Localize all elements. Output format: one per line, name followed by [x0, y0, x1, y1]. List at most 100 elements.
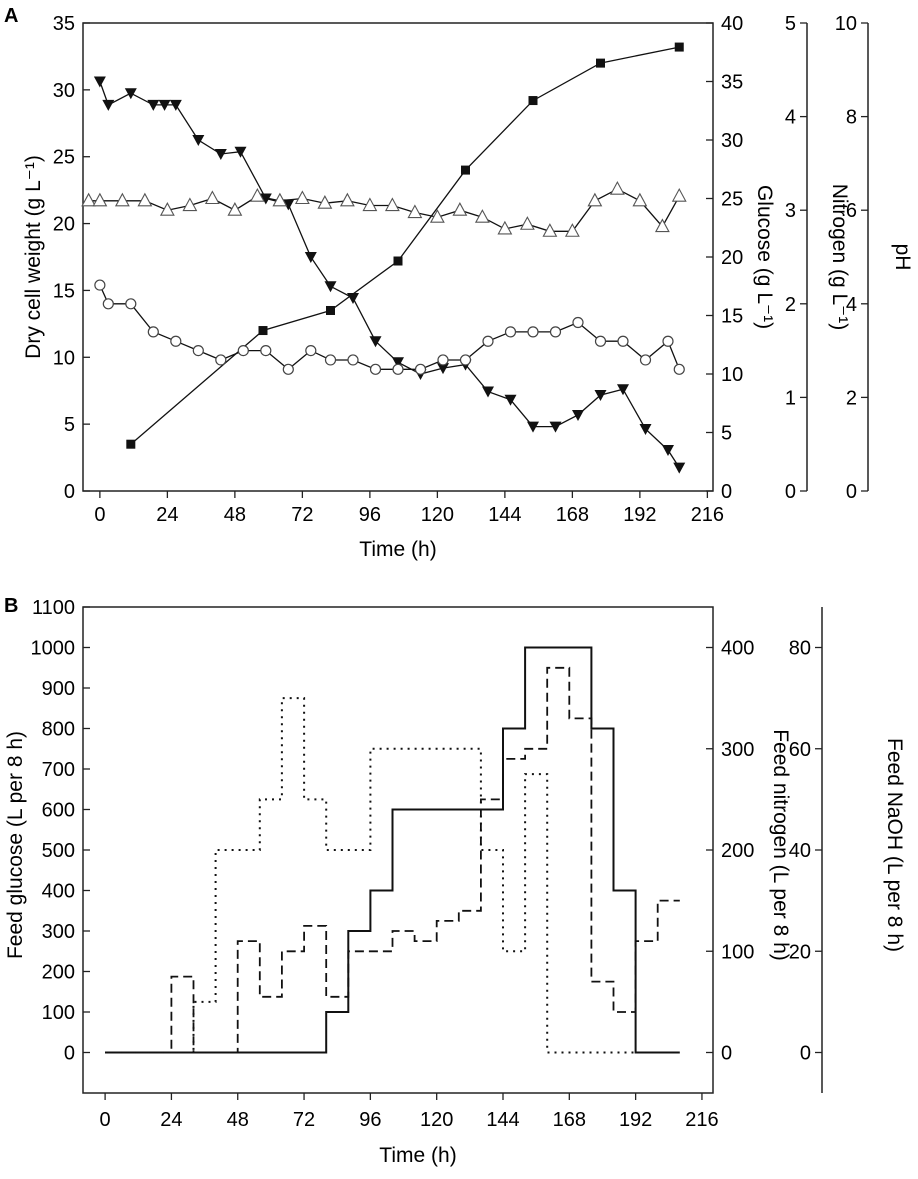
point-ph [137, 192, 153, 207]
x-tick-label: 168 [556, 504, 589, 526]
point-nitrogen [170, 335, 182, 347]
point-nitrogen [639, 354, 652, 366]
point-ph [294, 190, 310, 205]
point-ph [632, 192, 648, 207]
point-nitrogen [662, 335, 674, 347]
panel-b-y-axis-title-naoh: Feed NaOH (L per 8 h) [883, 738, 906, 952]
point-ph [339, 192, 355, 207]
y-tick-label-ph: 2 [846, 387, 857, 409]
point-nitrogen [192, 345, 204, 357]
point-ph [227, 202, 243, 216]
point-dry-cell-weight [596, 58, 605, 68]
point-nitrogen [260, 345, 272, 357]
point-ph [249, 188, 265, 202]
panel-b-y-axis-title-nitrogen: Feed nitrogen (L per 8 h) [769, 729, 792, 961]
x-tick-label: 48 [224, 504, 246, 526]
series-line-ph [88, 188, 680, 232]
point-nitrogen [347, 354, 359, 366]
y-tick-label-fglc: 100 [42, 1002, 75, 1024]
point-glucose [169, 99, 182, 111]
point-nitrogen [549, 326, 562, 338]
y-tick-label-fnaoh: 40 [789, 840, 811, 862]
panel-b: B 0 24 48 72 96 120 144 168 192 21601002003004005… [4, 595, 906, 1167]
point-glucose [594, 390, 607, 402]
point-nitrogen [527, 326, 539, 338]
y-tick-label-glc: 40 [721, 13, 743, 35]
y-tick-label-glc: 20 [721, 247, 743, 269]
point-ph [587, 192, 603, 207]
series-line-feed-naoh [105, 697, 680, 1054]
point-ph [159, 202, 175, 216]
y-tick-label-dcw: 20 [53, 214, 75, 236]
point-nitrogen [482, 335, 494, 347]
x-tick-label: 72 [291, 504, 313, 526]
point-glucose [392, 357, 404, 369]
y-tick-label-glc: 30 [721, 130, 743, 152]
x-tick-label: 24 [156, 504, 178, 526]
point-ph [542, 223, 558, 237]
y-tick-label-fnit: 400 [721, 638, 754, 660]
panel-b-series [105, 646, 680, 1054]
series-line-nitrogen [99, 284, 680, 371]
y-tick-label-glc: 15 [721, 306, 743, 328]
y-tick-label-fglc: 800 [42, 719, 75, 741]
point-dry-cell-weight [461, 165, 470, 175]
x-tick-label: 120 [420, 1109, 453, 1131]
point-nitrogen [617, 335, 629, 347]
panel-b-x-axis-title: Time (h) [379, 1144, 456, 1167]
point-glucose [192, 135, 205, 146]
point-glucose [527, 421, 539, 433]
y-tick-label-nit: 0 [785, 481, 796, 503]
point-nitrogen [305, 345, 317, 357]
point-glucose [673, 462, 686, 474]
panel-a-y-axis-title-ph: pH [891, 244, 914, 271]
y-tick-label-nit: 3 [785, 200, 796, 222]
point-nitrogen [369, 363, 382, 375]
point-nitrogen [147, 326, 159, 338]
y-tick-label-ph: 0 [846, 481, 857, 503]
y-tick-label-fglc: 1000 [31, 638, 76, 660]
panel-a-series [81, 42, 687, 474]
x-tick-label: 216 [685, 1109, 718, 1131]
point-ph [384, 197, 400, 212]
point-glucose [437, 363, 449, 375]
y-tick-label-fglc: 0 [64, 1043, 75, 1065]
point-nitrogen [102, 298, 114, 310]
point-ph [182, 197, 198, 212]
point-nitrogen [673, 363, 685, 375]
point-glucose [93, 76, 106, 88]
y-tick-label-fglc: 300 [42, 921, 75, 943]
y-tick-label-fglc: 400 [42, 881, 75, 903]
panel-b-label: B [4, 595, 18, 617]
y-tick-label-nit: 1 [785, 387, 796, 409]
series-line-dry-cell-weight [130, 46, 680, 445]
y-tick-label-fnit: 0 [721, 1043, 732, 1065]
point-dry-cell-weight [126, 439, 136, 449]
point-glucose [214, 149, 227, 161]
series-line-glucose [99, 81, 680, 468]
y-tick-label-glc: 35 [721, 72, 743, 94]
point-glucose [549, 421, 562, 433]
point-ph [407, 204, 423, 219]
y-tick-label-fnit: 100 [721, 941, 754, 963]
point-dry-cell-weight [326, 305, 335, 315]
y-tick-label-dcw: 15 [53, 280, 75, 302]
y-tick-label-glc: 0 [721, 481, 732, 503]
x-tick-label: 48 [227, 1109, 249, 1131]
y-tick-label-ph: 8 [846, 107, 857, 129]
panel-b-y-axis-title-glucose: Feed glucose (L per 8 h) [4, 731, 27, 959]
point-glucose [662, 445, 674, 457]
y-tick-label-fglc: 900 [42, 678, 75, 700]
point-nitrogen [437, 354, 449, 366]
y-tick-label-dcw: 0 [64, 481, 75, 503]
x-tick-label: 24 [160, 1109, 182, 1131]
panel-b-plot-frame [82, 606, 714, 1094]
point-dry-cell-weight [528, 96, 538, 106]
point-ph [81, 192, 97, 207]
point-ph [362, 197, 378, 212]
x-tick-label: 144 [488, 504, 521, 526]
point-nitrogen [594, 335, 607, 347]
point-nitrogen [392, 363, 404, 375]
point-glucose [234, 146, 247, 158]
point-ph [114, 192, 130, 207]
